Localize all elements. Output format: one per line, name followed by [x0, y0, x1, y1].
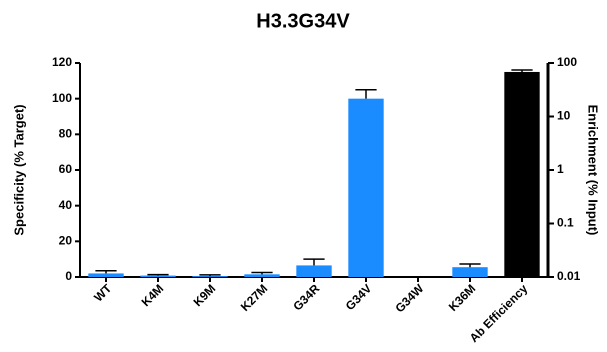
y2-axis-label: Enrichment (% Input): [586, 105, 601, 236]
y-axis-label: Specificity (% Target): [11, 104, 26, 235]
y-tick-label: 80: [59, 127, 73, 141]
x-tick-label: G34R: [290, 281, 322, 313]
bar: [192, 276, 228, 277]
error-bar: [303, 258, 325, 266]
y-tick-label: 40: [59, 198, 73, 212]
bar: [244, 274, 280, 277]
x-tick-label: K27M: [238, 281, 271, 314]
y2-tick-label: 0.01: [557, 269, 581, 283]
y2-tick-label: 0.1: [557, 216, 574, 230]
bar: [296, 265, 332, 277]
error-bar: [511, 69, 533, 72]
bar: [348, 98, 384, 278]
error-bar: [95, 270, 117, 274]
y2-tick-label: 100: [557, 55, 577, 69]
y-tick-label: 20: [59, 234, 73, 248]
y2-tick-label: 1: [557, 162, 564, 176]
error-bar: [199, 274, 221, 277]
error-bar: [355, 89, 377, 99]
y-tick-label: 120: [52, 55, 72, 69]
y-tick-label: 0: [65, 269, 72, 283]
y-tick-label: 100: [52, 91, 72, 105]
x-tick-label: K4M: [139, 281, 167, 309]
y2-tick-label: 10: [557, 109, 571, 123]
error-bar: [251, 271, 273, 275]
bar: [88, 273, 124, 277]
x-tick-label: K9M: [191, 281, 219, 309]
bar: [504, 71, 540, 277]
chart-title: H3.3G34V: [256, 10, 350, 32]
x-tick-label: K36M: [446, 281, 479, 314]
x-tick-label: WT: [91, 281, 115, 305]
bar: [140, 275, 176, 277]
x-tick-label: G34W: [392, 281, 426, 315]
x-tick-label: G34V: [343, 281, 375, 313]
bar: [452, 267, 488, 277]
error-bar: [459, 263, 481, 268]
y-tick-label: 60: [59, 162, 73, 176]
error-bar: [147, 273, 169, 276]
